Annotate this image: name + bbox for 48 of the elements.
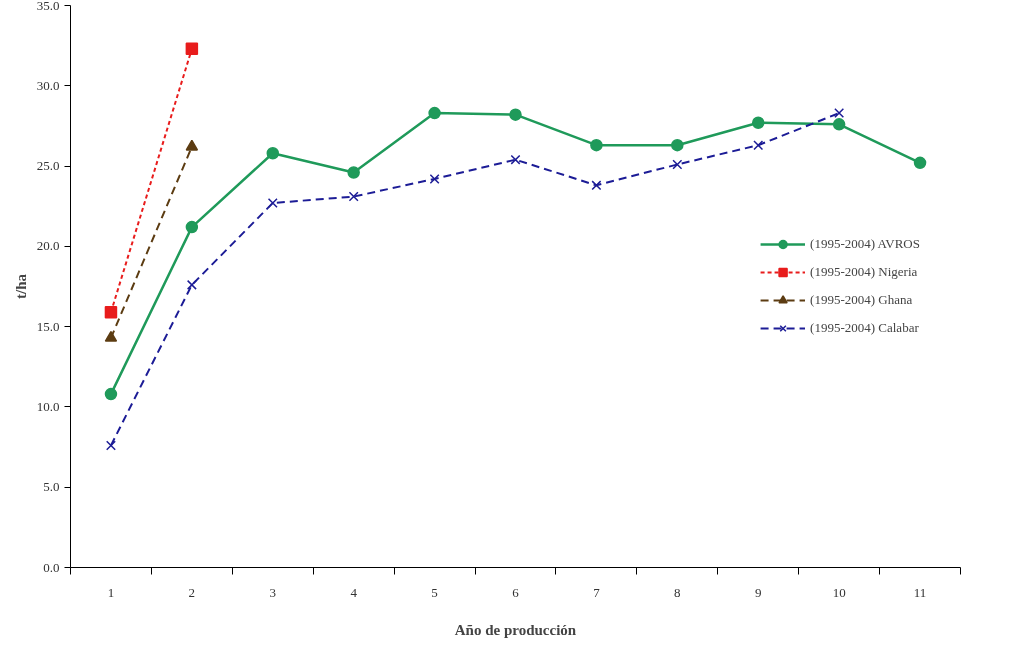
y-axis-title: t/ha: [12, 273, 29, 299]
point: [509, 108, 522, 121]
point: [751, 116, 765, 129]
point: [510, 154, 521, 165]
point: [753, 140, 764, 151]
point: [266, 146, 280, 160]
y-tick-label: 35.0: [36, 0, 60, 13]
point: [104, 387, 118, 401]
point: [671, 138, 684, 152]
x-tick-label: 10: [832, 584, 846, 600]
x-tick-label: 11: [913, 584, 927, 600]
legend-label: (1995-2004) Calabar: [810, 320, 919, 336]
point: [591, 180, 602, 191]
legend-label: (1995-2004) AVROS: [810, 236, 920, 252]
point: [913, 156, 927, 170]
point: [590, 138, 603, 152]
point: [672, 159, 683, 170]
point: [185, 220, 199, 234]
y-tick-label: 30.0: [36, 77, 60, 93]
x-tick-label: 5: [431, 584, 438, 600]
y-tick-label: 25.0: [36, 158, 60, 174]
point: [348, 191, 359, 202]
point: [267, 198, 278, 208]
point: [186, 279, 197, 290]
point: [429, 173, 440, 184]
x-tick-label: 3: [269, 584, 277, 600]
y-tick-label: 20.0: [36, 238, 60, 254]
legend-label: (1995-2004) Nigeria: [810, 264, 918, 280]
x-tick-label: 6: [512, 584, 520, 600]
point: [104, 305, 118, 319]
x-tick-label: 1: [107, 584, 115, 600]
y-tick-label: 5.0: [43, 479, 60, 495]
x-tick-label: 9: [754, 584, 762, 600]
y-tick-label: 10.0: [36, 398, 60, 414]
point: [832, 118, 846, 131]
point: [105, 440, 116, 451]
legend-label: (1995-2004) Ghana: [810, 292, 913, 308]
x-tick-label: 2: [188, 584, 196, 600]
x-axis-title: Año de producción: [454, 621, 577, 638]
y-tick-label: 0.0: [43, 559, 60, 575]
x-tick-label: 8: [674, 584, 681, 600]
point: [185, 42, 199, 56]
y-tick-label: 15.0: [36, 318, 60, 334]
x-tick-label: 4: [350, 584, 358, 600]
point: [428, 106, 441, 120]
point: [347, 166, 360, 179]
point: [834, 108, 845, 119]
x-tick-label: 7: [593, 584, 601, 600]
